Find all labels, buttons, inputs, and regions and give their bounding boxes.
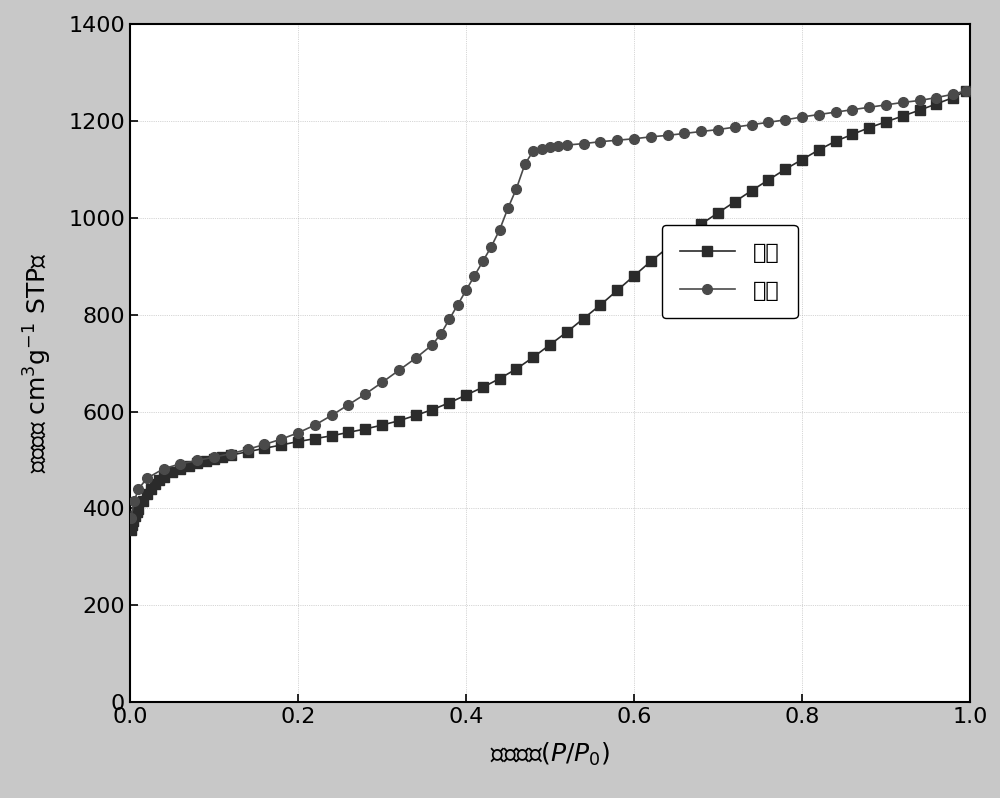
Line: 脱附: 脱附 [126, 86, 971, 523]
脱附 [960, 86, 972, 96]
脱附 [225, 449, 237, 459]
吸附 [342, 428, 354, 437]
脱附 [611, 136, 623, 145]
吸附 [494, 373, 506, 383]
吸附 [125, 525, 137, 535]
脱附 [125, 513, 137, 523]
吸附 [594, 300, 606, 310]
Y-axis label: 吸附量（ cm$^3$g$^{-1}$ STP）: 吸附量（ cm$^3$g$^{-1}$ STP） [22, 253, 54, 473]
吸附 [960, 86, 972, 96]
Legend: 吸附, 脱附: 吸附, 脱附 [662, 225, 798, 318]
吸附 [145, 484, 157, 494]
脱附 [729, 122, 741, 132]
脱附 [762, 117, 774, 127]
X-axis label: 相对压力($P$/$P_0$): 相对压力($P$/$P_0$) [490, 741, 610, 768]
脱附 [460, 286, 472, 295]
吸附 [426, 405, 438, 414]
脱附 [494, 225, 506, 235]
吸附 [578, 314, 590, 323]
Line: 吸附: 吸附 [126, 86, 971, 535]
